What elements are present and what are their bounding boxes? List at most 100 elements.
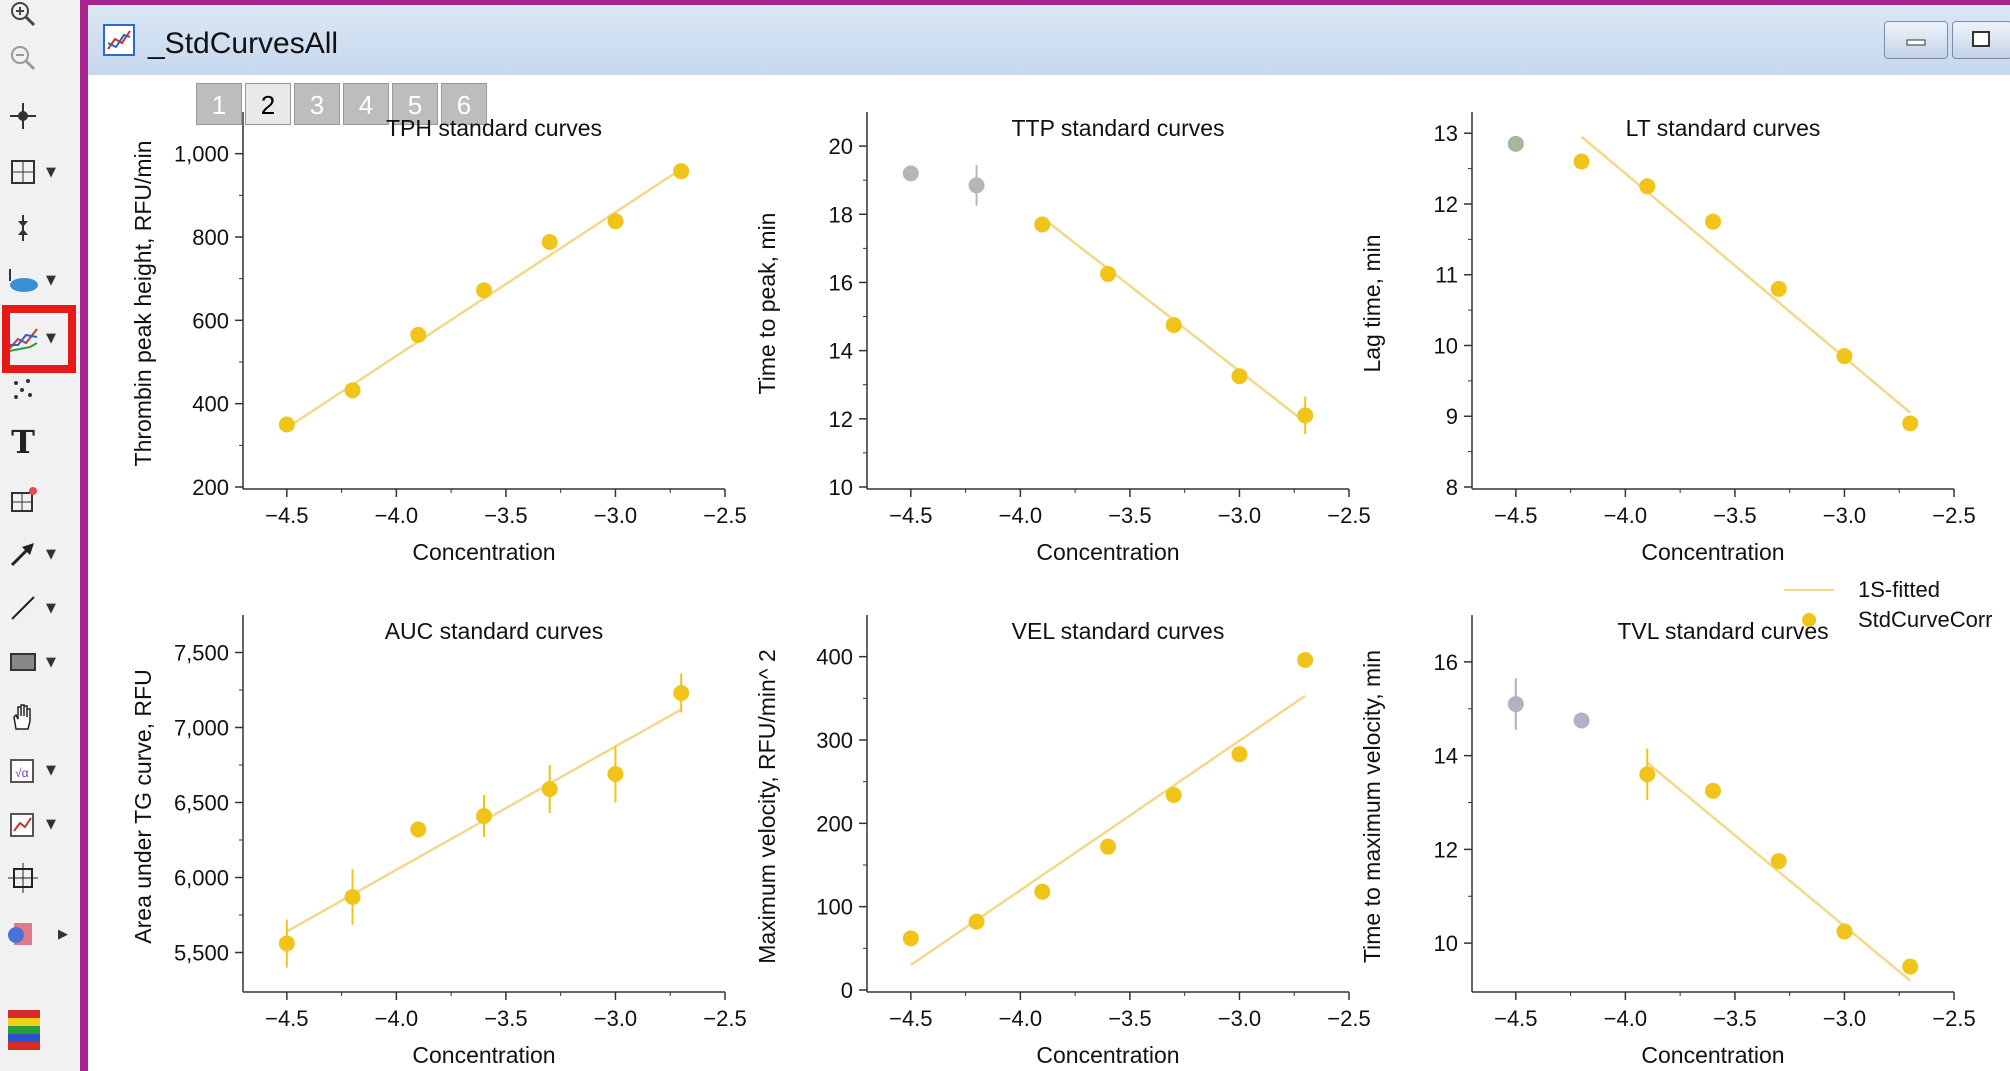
x-tick-label: −3.5 <box>1713 503 1756 528</box>
x-tick-label: −2.5 <box>1932 1006 1975 1031</box>
rectangle-icon <box>6 645 40 679</box>
mask-tool[interactable]: ▼ <box>6 258 66 302</box>
x-tick-label: −4.0 <box>1604 503 1647 528</box>
y-tick-label: 0 <box>841 978 853 1003</box>
region-icon <box>6 917 36 951</box>
add-graph-tool[interactable] <box>6 478 66 522</box>
zoom-in-icon <box>6 0 40 31</box>
crosshair-icon <box>6 99 40 133</box>
data-point <box>1705 213 1721 230</box>
scale-tool[interactable]: ▼ <box>6 150 66 194</box>
data-point <box>1165 317 1182 334</box>
x-tick-label: −2.5 <box>703 1006 746 1031</box>
legend-line-swatch <box>1784 589 1834 591</box>
data-point <box>410 326 427 343</box>
points-tool[interactable] <box>6 368 66 412</box>
chevron-down-icon: ▼ <box>46 272 56 288</box>
line-tool[interactable]: ▼ <box>6 586 66 630</box>
y-axis-label: Lag time, min <box>1359 234 1385 372</box>
tab-4[interactable]: 4 <box>343 83 389 125</box>
formula-tool[interactable]: √α ▼ <box>6 748 66 792</box>
crosshair-tool[interactable] <box>6 94 66 138</box>
data-point <box>1231 746 1248 763</box>
tab-5[interactable]: 5 <box>392 83 438 125</box>
y-tick-label: 12 <box>1434 192 1458 217</box>
data-point <box>902 930 919 947</box>
svg-text:√α: √α <box>15 766 29 780</box>
hand-tool[interactable] <box>6 694 66 738</box>
y-tick-label: 16 <box>829 270 853 295</box>
formula-icon: √α <box>6 753 40 787</box>
window-frame-top <box>80 0 2010 5</box>
rectangle-tool[interactable]: ▼ <box>6 640 66 684</box>
data-point <box>410 821 427 838</box>
data-point <box>278 416 295 433</box>
data-point <box>1836 923 1853 940</box>
x-tick-label: −3.0 <box>1218 1006 1261 1031</box>
minimize-button[interactable] <box>1884 21 1948 59</box>
x-tick-label: −3.0 <box>1823 503 1866 528</box>
region-tool[interactable]: ▶ <box>6 912 68 956</box>
graph-toolbar: ▼ ▼ ▼ T ▼ ▼ ▼ √α ▼ ▼ <box>0 0 80 1071</box>
y-axis-label: Thrombin peak height, RFU/min <box>130 141 156 467</box>
x-tick-label: −4.0 <box>999 1006 1042 1031</box>
x-axis-label: Concentration <box>412 539 555 565</box>
move-tool[interactable] <box>6 856 66 900</box>
color-palette-icon[interactable] <box>8 1010 40 1050</box>
y-tick-label: 13 <box>1434 121 1458 146</box>
chart-panel: −4.5 −4.0 −3.5 −3.0 −2.5 0 100 200 300 400 VEL sta… <box>754 615 1371 1068</box>
x-tick-label: −4.5 <box>265 503 308 528</box>
zoom-out-tool[interactable] <box>6 36 66 80</box>
y-axis-label: Maximum velocity, RFU/min^ 2 <box>754 649 780 964</box>
fit-line <box>1646 761 1911 982</box>
y-tick-label: 400 <box>192 392 229 417</box>
y-tick-label: 300 <box>816 728 853 753</box>
y-tick-label: 200 <box>816 811 853 836</box>
window-title: _StdCurvesAll <box>148 27 339 60</box>
graph-tool[interactable]: ▼ <box>6 802 66 846</box>
legend-item-data: StdCurveCorr <box>1784 606 1992 634</box>
data-point <box>1100 838 1116 855</box>
y-tick-label: 10 <box>1434 333 1458 358</box>
data-point <box>476 808 492 824</box>
y-tick-label: 11 <box>1435 263 1458 288</box>
y-tick-label: 12 <box>829 407 853 432</box>
data-point <box>1902 415 1919 432</box>
chart-title: TTP standard curves <box>1011 115 1224 141</box>
tab-1[interactable]: 1 <box>196 83 242 125</box>
x-tick-label: −3.0 <box>594 1006 637 1031</box>
data-reader-tool[interactable] <box>6 206 66 250</box>
chart-panel: −4.5 −4.0 −3.5 −3.0 −2.5 200 400 600 800 1,000 TPH… <box>130 112 747 565</box>
restore-button[interactable] <box>1952 21 2010 59</box>
data-point <box>1507 696 1524 713</box>
chart-panel: −4.5 −4.0 −3.5 −3.0 −2.5 10 12 14 16 TVL standard… <box>1359 615 1976 1068</box>
y-tick-label: 200 <box>192 475 229 500</box>
chart-title: TVL standard curves <box>1617 618 1828 644</box>
y-tick-label: 6,500 <box>174 791 229 816</box>
chevron-right-icon: ▶ <box>58 926 68 942</box>
tab-3[interactable]: 3 <box>294 83 340 125</box>
y-tick-label: 14 <box>829 339 853 364</box>
y-tick-label: 800 <box>192 225 229 250</box>
legend-dot-swatch <box>1802 613 1816 627</box>
x-axis-label: Concentration <box>412 1042 555 1068</box>
text-tool[interactable]: T <box>6 420 66 464</box>
data-point <box>541 234 558 250</box>
y-axis-label: Time to peak, min <box>754 213 780 395</box>
y-tick-label: 100 <box>816 895 853 920</box>
tab-6[interactable]: 6 <box>441 83 487 125</box>
data-point <box>1573 712 1590 729</box>
tab-2[interactable]: 2 <box>245 83 291 125</box>
chart-title: TPH standard curves <box>386 115 602 141</box>
scatter-plot-tool[interactable]: ▼ <box>6 316 66 360</box>
fit-line <box>1580 135 1911 414</box>
chart-panel: −4.5 −4.0 −3.5 −3.0 −2.5 8 9 10 11 12 13 LT standar… <box>1359 112 1976 565</box>
title-bar[interactable]: _StdCurvesAll <box>88 5 2010 75</box>
window-frame <box>80 0 88 1071</box>
arrow-tool[interactable]: ▼ <box>6 532 66 576</box>
zoom-in-tool[interactable] <box>6 0 66 36</box>
x-axis-label: Concentration <box>1036 1042 1179 1068</box>
graph-window-icon <box>102 23 136 57</box>
chart-title: LT standard curves <box>1626 115 1821 141</box>
y-tick-label: 5,500 <box>174 941 229 966</box>
